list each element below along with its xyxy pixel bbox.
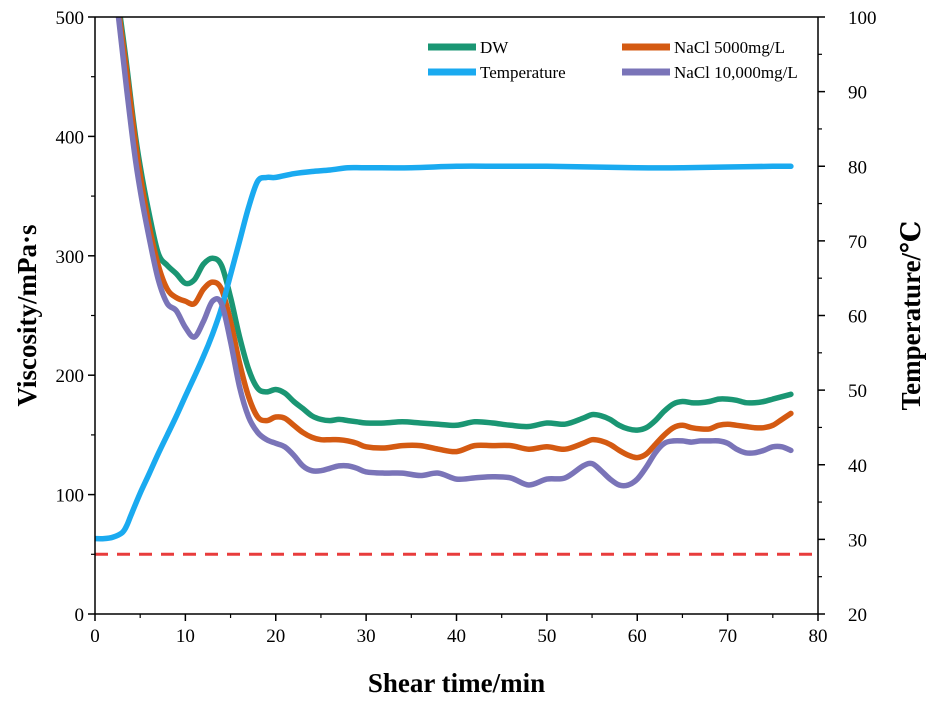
right-y-axis-title: Temperature/℃ xyxy=(896,221,926,411)
y-tick-label: 500 xyxy=(56,8,85,29)
plot-area xyxy=(95,17,818,556)
legend: DW NaCl 5000mg/L Temperature NaCl 10,000mg/… xyxy=(428,38,798,82)
series-line-3 xyxy=(95,163,794,542)
x-tick-label: 10 xyxy=(176,626,195,647)
x-axis-title: Shear time/min xyxy=(368,668,545,698)
y2-tick-label: 100 xyxy=(848,8,877,29)
series-line-1 xyxy=(117,17,794,433)
y2-tick-label: 90 xyxy=(848,83,867,104)
y-tick-label: 100 xyxy=(56,486,85,507)
x-tick-label: 70 xyxy=(718,626,737,647)
y2-tick-label: 70 xyxy=(848,232,867,253)
x-tick-label: 50 xyxy=(537,626,556,647)
x-tick-label: 80 xyxy=(809,626,828,647)
y2-tick-label: 50 xyxy=(848,381,867,402)
legend-label: DW xyxy=(480,38,509,57)
legend-label: Temperature xyxy=(480,63,566,82)
left-y-axis-title: Viscosity/mPa·s xyxy=(12,225,42,407)
x-tick-label: 0 xyxy=(90,626,100,647)
x-tick-label: 60 xyxy=(628,626,647,647)
y-tick-label: 400 xyxy=(56,127,85,148)
y2-tick-label: 30 xyxy=(848,530,867,551)
legend-label: NaCl 5000mg/L xyxy=(674,38,785,57)
axis-ticks: 0 10 20 30 40 50 60 70 80 0 100 200 300 400 500 20 30 40 5… xyxy=(56,8,877,647)
series-line-2 xyxy=(116,17,794,461)
y2-tick-label: 20 xyxy=(848,605,867,626)
y2-tick-label: 40 xyxy=(848,456,867,477)
x-tick-label: 20 xyxy=(266,626,285,647)
x-tick-label: 30 xyxy=(357,626,376,647)
series-line-4 xyxy=(115,17,794,489)
legend-label: NaCl 10,000mg/L xyxy=(674,63,798,82)
y2-tick-label: 60 xyxy=(848,307,867,328)
y2-tick-label: 80 xyxy=(848,157,867,178)
x-tick-label: 40 xyxy=(447,626,466,647)
y-tick-label: 200 xyxy=(56,366,85,387)
y-tick-label: 300 xyxy=(56,247,85,268)
y-tick-label: 0 xyxy=(75,605,85,626)
